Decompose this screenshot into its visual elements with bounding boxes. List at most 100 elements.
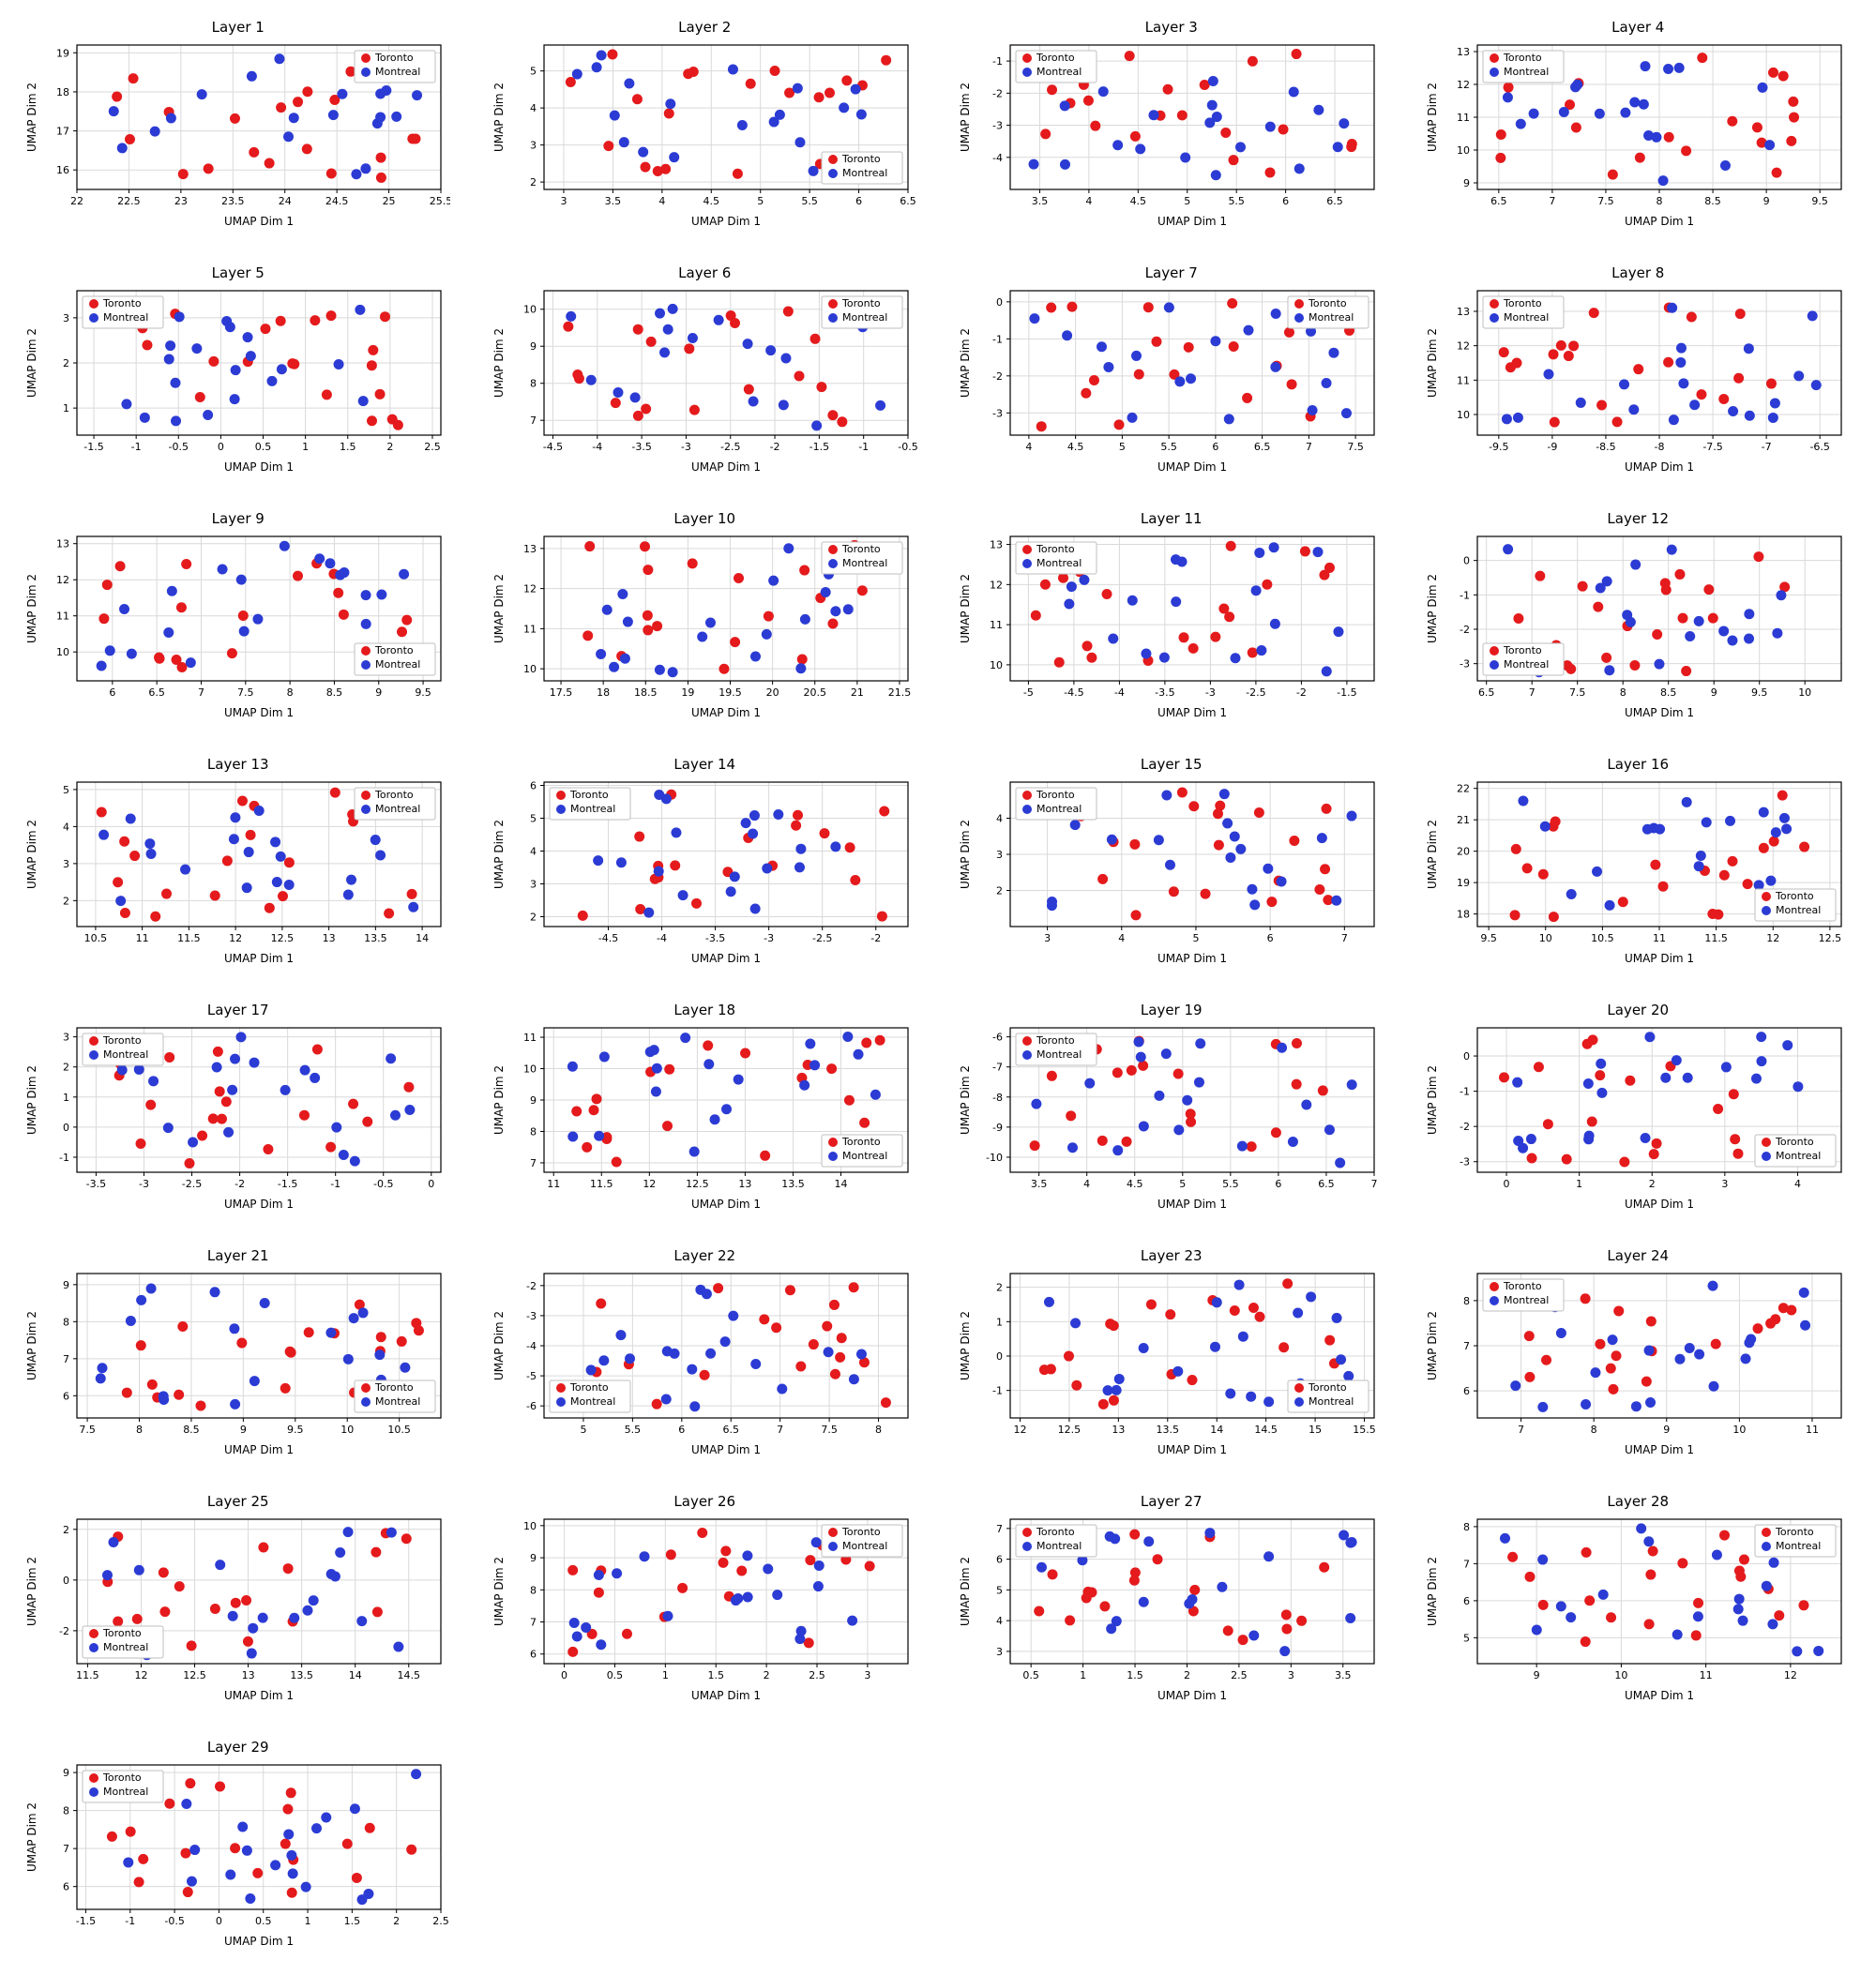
data-point bbox=[1039, 1364, 1050, 1375]
data-point bbox=[1604, 900, 1614, 911]
legend-label: Montreal bbox=[570, 1395, 615, 1408]
data-point bbox=[1778, 1303, 1788, 1313]
ytick-label: -10 bbox=[986, 1152, 1003, 1164]
data-point bbox=[1165, 860, 1175, 870]
data-point bbox=[1595, 583, 1605, 594]
ytick-label: 12 bbox=[990, 579, 1003, 591]
data-point bbox=[1771, 168, 1781, 178]
xtick-label: 2 bbox=[1648, 1178, 1655, 1190]
legend: TorontoMontreal bbox=[1016, 51, 1097, 83]
data-point bbox=[96, 1373, 106, 1383]
xtick-label: 21.5 bbox=[887, 686, 911, 699]
xtick-label: 20 bbox=[765, 686, 779, 699]
panel-title: Layer 29 bbox=[19, 1739, 458, 1756]
data-point bbox=[1289, 87, 1299, 98]
ytick-label: 3 bbox=[63, 1032, 69, 1044]
data-point bbox=[1083, 1587, 1094, 1597]
data-point bbox=[749, 651, 760, 661]
data-point bbox=[1642, 824, 1652, 835]
data-point bbox=[1210, 632, 1220, 642]
legend-label: Toronto bbox=[841, 1136, 881, 1148]
data-point bbox=[1652, 629, 1662, 640]
data-point bbox=[1281, 1609, 1292, 1620]
data-point bbox=[404, 1105, 415, 1115]
legend: TorontoMontreal bbox=[355, 1380, 435, 1412]
data-point bbox=[848, 1374, 858, 1384]
data-point bbox=[1034, 1606, 1044, 1616]
data-point bbox=[1580, 1293, 1590, 1304]
xtick-label: 8.5 bbox=[183, 1424, 200, 1436]
chart-panel: Layer 231212.51313.51414.51515.5-1012UMA… bbox=[952, 1247, 1391, 1465]
data-point bbox=[1581, 1547, 1591, 1558]
data-point bbox=[1070, 820, 1081, 830]
xtick-label: 8.5 bbox=[1659, 686, 1676, 699]
data-point bbox=[677, 890, 688, 900]
data-point bbox=[397, 1336, 407, 1347]
data-point bbox=[1732, 1149, 1743, 1159]
data-point bbox=[1543, 369, 1553, 380]
data-point bbox=[1040, 128, 1051, 139]
data-point bbox=[1224, 414, 1234, 424]
xtick-label: 0 bbox=[561, 1669, 567, 1681]
legend-label: Toronto bbox=[1503, 644, 1542, 656]
data-point bbox=[879, 807, 889, 817]
data-point bbox=[808, 1339, 818, 1349]
data-point bbox=[361, 619, 371, 629]
data-point bbox=[225, 1869, 235, 1879]
data-point bbox=[855, 110, 866, 120]
data-point bbox=[246, 351, 256, 361]
ylabel: UMAP Dim 2 bbox=[492, 820, 506, 889]
xtick-label: 1 bbox=[1080, 1669, 1086, 1681]
legend-label: Montreal bbox=[842, 1540, 887, 1552]
data-point bbox=[284, 857, 295, 867]
xtick-label: 4 bbox=[1793, 1178, 1800, 1190]
data-point bbox=[1768, 68, 1778, 78]
xtick-label: 21 bbox=[850, 686, 863, 699]
data-point bbox=[1751, 122, 1762, 132]
data-point bbox=[611, 1157, 621, 1168]
data-point bbox=[119, 604, 129, 614]
data-point bbox=[1210, 1342, 1220, 1352]
data-point bbox=[688, 1146, 699, 1156]
data-point bbox=[155, 654, 165, 664]
xtick-label: 10 bbox=[1614, 1669, 1627, 1681]
xtick-label: -1 bbox=[330, 1178, 340, 1190]
data-point bbox=[727, 65, 737, 75]
panel-title: Layer 7 bbox=[952, 264, 1391, 281]
data-point bbox=[412, 90, 422, 100]
data-point bbox=[1604, 665, 1614, 675]
ytick-label: 7 bbox=[1463, 1340, 1470, 1352]
data-point bbox=[1271, 1127, 1281, 1138]
data-point bbox=[1225, 1389, 1235, 1399]
data-point bbox=[850, 84, 860, 95]
xtick-label: 11 bbox=[136, 932, 149, 944]
data-point bbox=[643, 565, 653, 575]
data-point bbox=[1265, 122, 1276, 132]
data-point bbox=[652, 621, 662, 631]
data-point bbox=[1630, 1401, 1641, 1411]
ytick-label: 6 bbox=[63, 1881, 69, 1893]
data-point bbox=[660, 1395, 671, 1405]
data-point bbox=[140, 413, 150, 423]
data-point bbox=[1677, 1558, 1687, 1568]
xtick-label: -3 bbox=[139, 1178, 149, 1190]
data-point bbox=[1129, 839, 1140, 850]
data-point bbox=[1127, 413, 1138, 423]
data-point bbox=[356, 1894, 367, 1905]
ytick-label: -1 bbox=[1460, 1086, 1470, 1098]
data-point bbox=[325, 1328, 336, 1338]
data-point bbox=[277, 364, 287, 374]
xtick-label: -2.5 bbox=[182, 1178, 202, 1190]
data-point bbox=[760, 1151, 770, 1161]
ytick-label: 10 bbox=[56, 646, 69, 658]
xtick-label: 15 bbox=[1309, 1424, 1322, 1436]
ytick-label: 10 bbox=[1457, 409, 1470, 421]
xlabel: UMAP Dim 1 bbox=[1624, 1689, 1693, 1702]
data-point bbox=[210, 1604, 220, 1614]
data-point bbox=[113, 877, 123, 887]
data-point bbox=[663, 109, 673, 119]
data-point bbox=[166, 113, 176, 123]
data-point bbox=[375, 112, 386, 122]
data-point bbox=[187, 1877, 197, 1887]
data-point bbox=[593, 1570, 603, 1580]
